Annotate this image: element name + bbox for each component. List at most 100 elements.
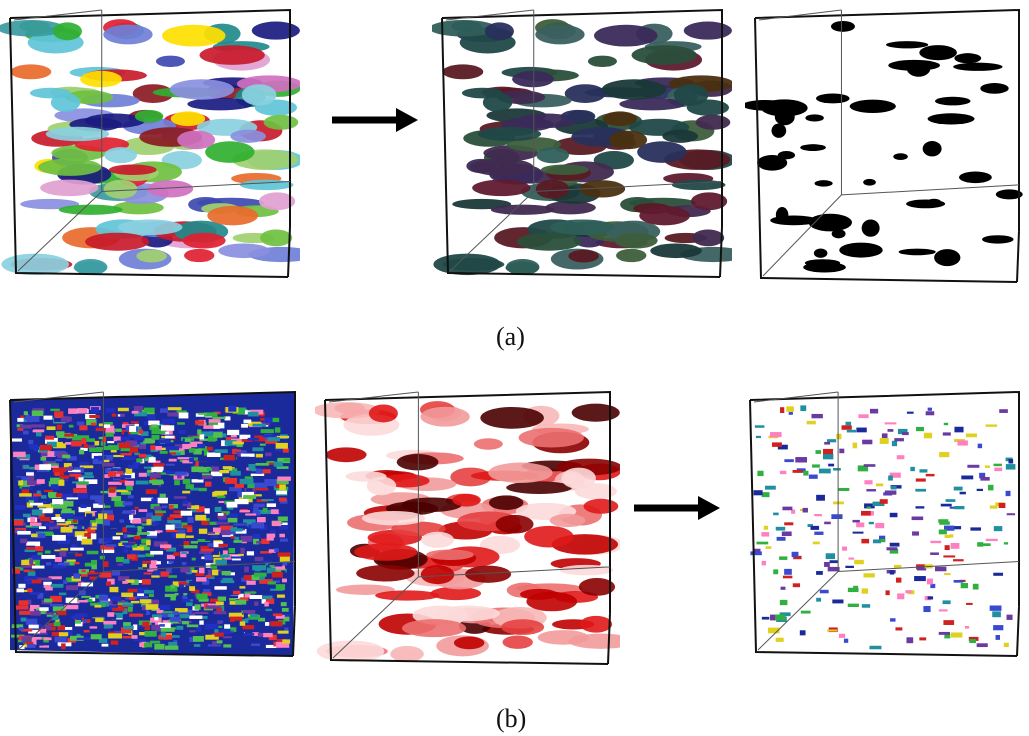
mark: [127, 464, 138, 469]
mark: [26, 618, 38, 625]
mark: [193, 644, 201, 647]
mark: [994, 467, 1003, 472]
mark: [131, 543, 138, 548]
mark: [91, 510, 97, 517]
mark: [259, 578, 273, 584]
mark: [36, 490, 41, 494]
mark: [34, 546, 39, 551]
mark: [105, 408, 115, 413]
mark: [222, 458, 229, 464]
mark: [953, 486, 963, 491]
mark: [890, 618, 896, 622]
mark: [91, 564, 97, 570]
mark: [12, 520, 24, 526]
mark: [46, 426, 56, 431]
mark: [968, 636, 979, 641]
mark: [188, 473, 203, 476]
mark: [277, 630, 289, 634]
mark: [965, 625, 970, 629]
mark: [215, 559, 228, 566]
mark: [814, 514, 822, 517]
mark: [90, 570, 95, 574]
mark: [58, 592, 67, 596]
mark: [29, 592, 40, 596]
mark: [116, 490, 129, 493]
mark: [91, 453, 103, 459]
particle-blob: [673, 84, 709, 106]
mark: [894, 438, 904, 442]
mark: [803, 470, 809, 476]
mark: [84, 472, 93, 476]
mark: [76, 421, 85, 426]
mark: [170, 596, 176, 601]
mark: [989, 505, 998, 509]
mark: [209, 598, 221, 603]
mark: [274, 427, 281, 433]
mark: [22, 513, 31, 518]
mark: [76, 637, 90, 640]
mark: [282, 448, 289, 453]
mark: [17, 427, 24, 431]
mark: [771, 442, 782, 447]
mark: [117, 407, 129, 412]
mark: [248, 464, 256, 470]
mark: [36, 479, 45, 484]
mark: [29, 636, 42, 642]
mark: [761, 492, 770, 498]
particle-blob: [549, 219, 615, 236]
mark: [219, 554, 230, 558]
mark: [26, 592, 36, 599]
mark: [101, 603, 106, 608]
particle-blob: [251, 21, 300, 40]
mark: [165, 585, 178, 592]
mark: [255, 463, 269, 466]
mark: [95, 616, 105, 619]
mark: [117, 440, 125, 443]
mark: [115, 556, 125, 563]
particle-blob: [502, 635, 533, 649]
mark: [274, 548, 279, 553]
mark: [56, 523, 69, 526]
mark: [38, 526, 47, 529]
mark: [264, 601, 269, 607]
mark: [90, 525, 97, 530]
mark: [230, 536, 236, 539]
mark: [230, 556, 245, 559]
mark: [763, 525, 769, 530]
mark: [154, 615, 159, 621]
mark: [280, 602, 287, 607]
mark: [858, 414, 869, 419]
mark: [203, 425, 215, 429]
mark: [972, 583, 979, 590]
mark: [29, 558, 34, 565]
mark: [148, 599, 160, 606]
mark: [993, 625, 1004, 631]
mark: [773, 512, 779, 516]
mark: [111, 413, 117, 417]
mark: [31, 565, 45, 569]
mark: [111, 596, 122, 602]
mark: [985, 424, 998, 427]
mark: [35, 636, 49, 643]
mark: [122, 501, 133, 506]
blob-layer: [750, 405, 1016, 650]
mark: [275, 584, 286, 591]
mark: [42, 451, 56, 457]
mark: [25, 525, 36, 528]
mark: [919, 637, 927, 641]
mark: [952, 559, 964, 562]
mark: [80, 475, 95, 478]
mark: [218, 422, 225, 429]
particle-blob: [402, 619, 467, 638]
particle-blob: [671, 179, 726, 191]
mark: [53, 621, 61, 627]
mark: [89, 576, 97, 580]
mark: [889, 549, 899, 554]
mark: [198, 487, 207, 492]
mark: [828, 463, 835, 467]
mark: [266, 534, 274, 541]
mark: [243, 575, 258, 580]
mark: [268, 549, 276, 553]
mark: [217, 596, 227, 601]
mark: [266, 567, 276, 574]
